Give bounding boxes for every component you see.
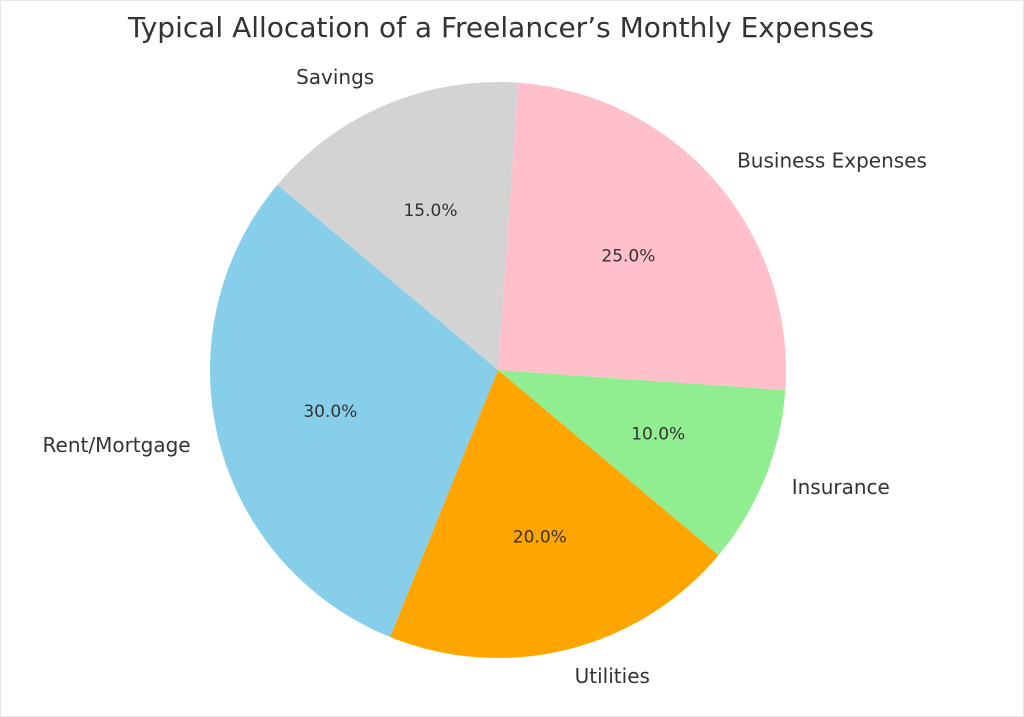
chart-title: Typical Allocation of a Freelancer’s Mon… — [127, 11, 875, 44]
label-business-expenses: Business Expenses — [737, 149, 927, 173]
percent-utilities: 20.0% — [513, 528, 567, 548]
slice-insurance — [498, 370, 786, 556]
pie-slices — [210, 81, 786, 658]
percent-rent-mortgage: 30.0% — [303, 402, 357, 422]
slice-utilities — [390, 370, 719, 658]
slice-rent-mortgage — [210, 184, 498, 638]
slice-savings — [277, 81, 519, 370]
slice-business-expenses — [498, 82, 786, 391]
percent-savings: 15.0% — [403, 201, 457, 221]
percent-insurance: 10.0% — [631, 425, 685, 445]
label-savings: Savings — [296, 65, 374, 89]
pie-labels: Rent/Mortgage 30.0% Utilities 20.0% Insuranc… — [43, 65, 927, 688]
label-insurance: Insurance — [792, 475, 890, 499]
label-utilities: Utilities — [575, 664, 650, 688]
percent-business-expenses: 25.0% — [601, 247, 655, 267]
label-rent-mortgage: Rent/Mortgage — [43, 433, 191, 457]
